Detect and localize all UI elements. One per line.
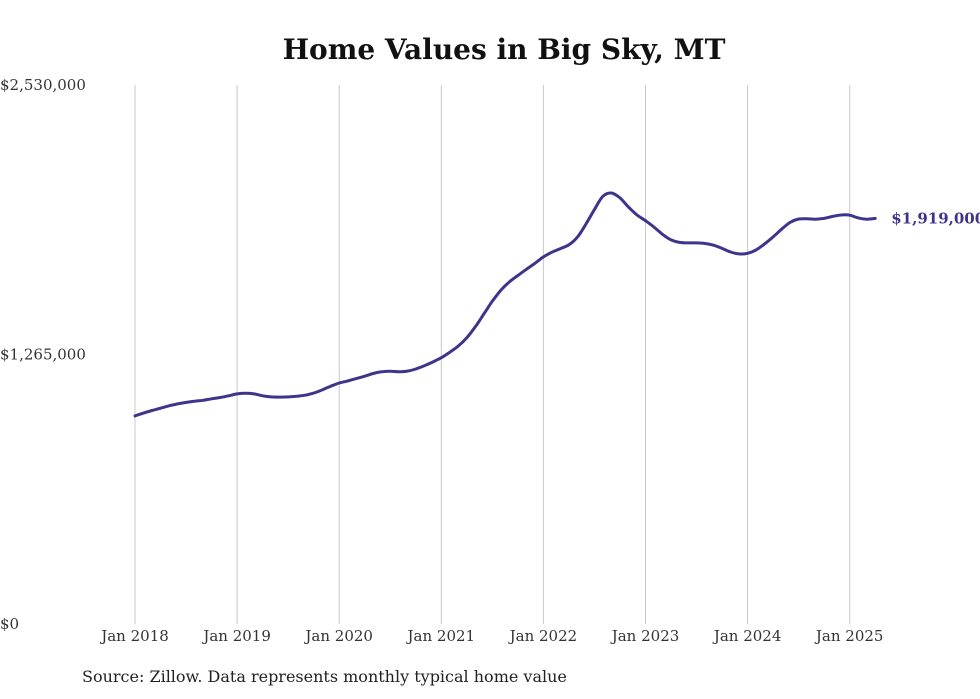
source-note: Source: Zillow. Data represents monthly … xyxy=(82,667,567,686)
x-tick-label: Jan 2022 xyxy=(508,627,578,645)
chart-title: Home Values in Big Sky, MT xyxy=(283,33,726,66)
x-tick-label: Jan 2021 xyxy=(406,627,476,645)
series-line xyxy=(133,191,877,418)
x-tick-label: Jan 2019 xyxy=(201,627,271,645)
x-tick-label: Jan 2018 xyxy=(99,627,169,645)
grid-lines xyxy=(134,85,851,624)
y-tick-label: $2,530,000 xyxy=(0,76,86,94)
end-value-label: $1,919,000 xyxy=(891,209,980,227)
y-tick-label: $1,265,000 xyxy=(0,346,86,364)
x-tick-label: Jan 2020 xyxy=(303,627,373,645)
series: $1,919,000 xyxy=(133,191,980,418)
x-tick-label: Jan 2025 xyxy=(814,627,884,645)
x-tick-label: Jan 2023 xyxy=(610,627,680,645)
y-tick-label: $0 xyxy=(0,615,19,633)
y-axis: $0 $1,265,000 $2,530,000 xyxy=(0,76,86,633)
x-tick-label: Jan 2024 xyxy=(712,627,782,645)
x-axis: Jan 2018 Jan 2019 Jan 2020 Jan 2021 Jan 2022… xyxy=(99,627,883,645)
